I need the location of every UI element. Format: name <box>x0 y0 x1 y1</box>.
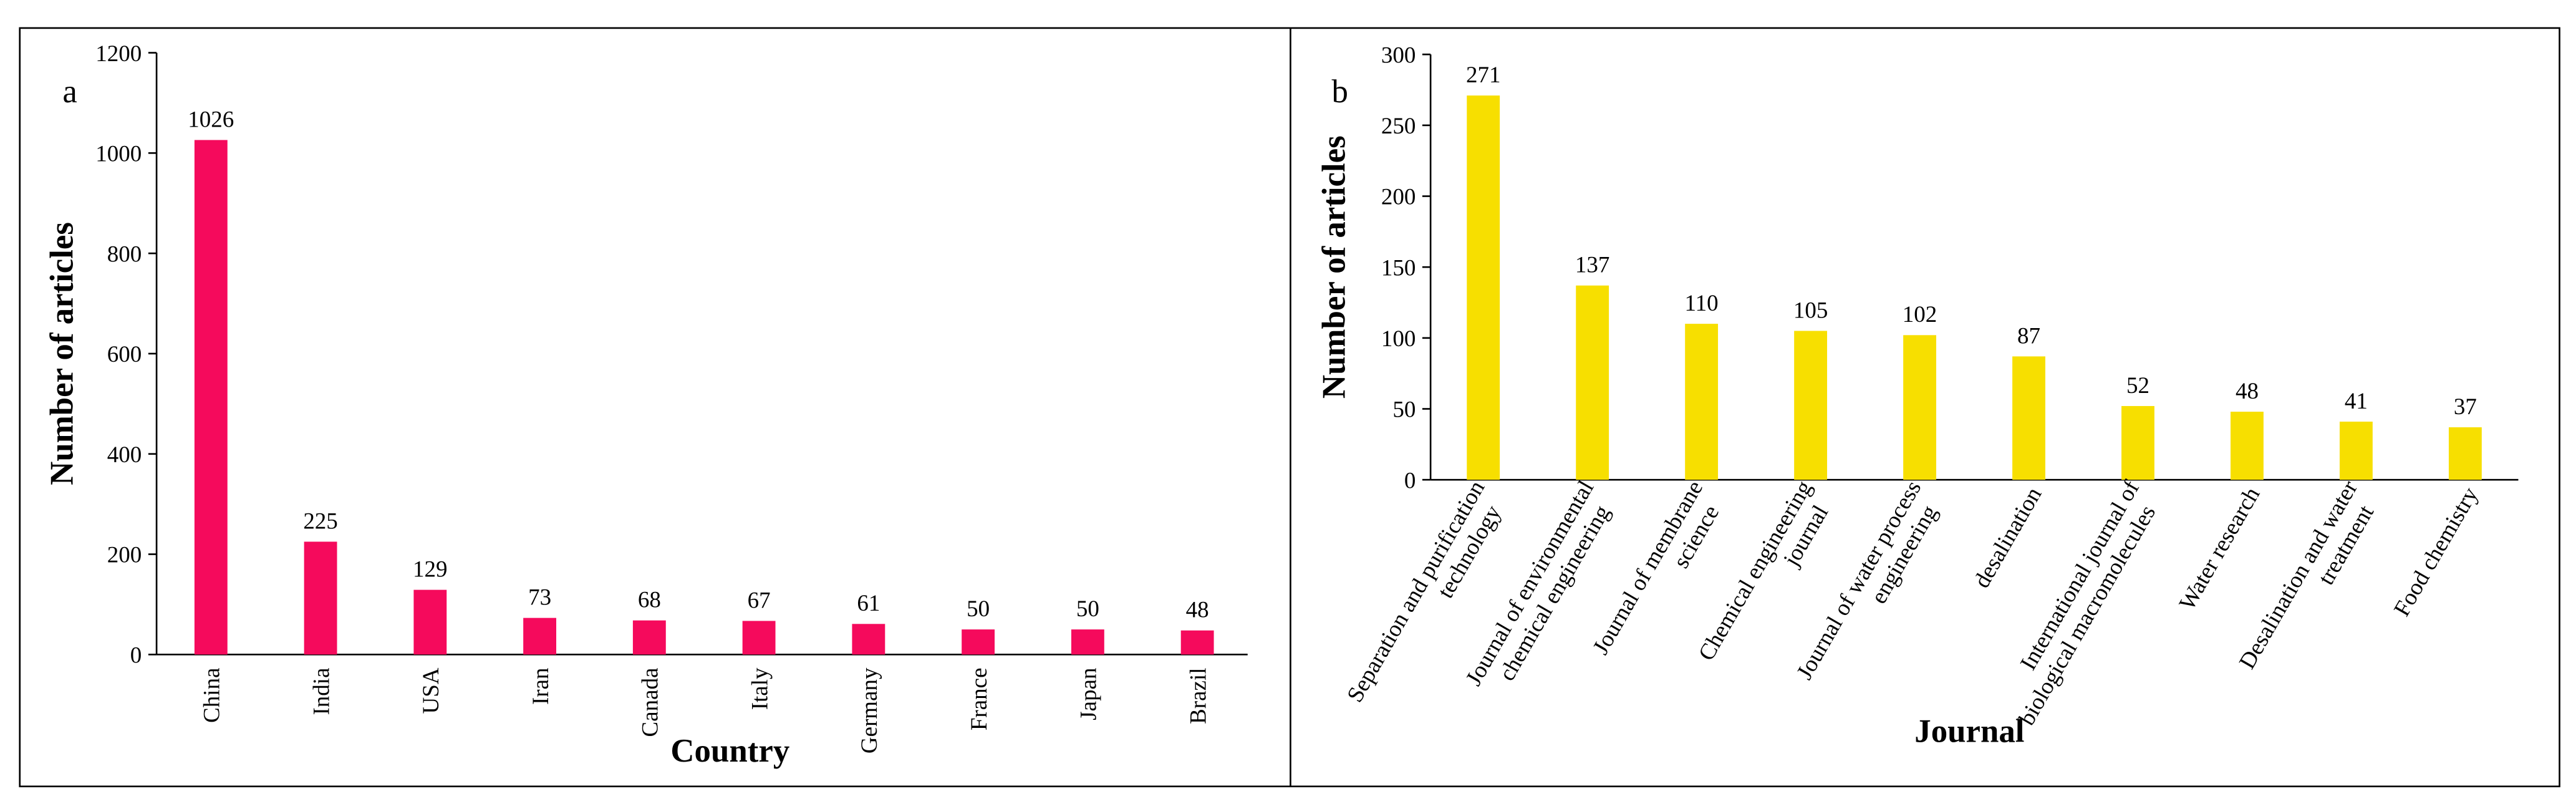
x-tick-label: Italy <box>747 667 773 710</box>
bar <box>304 541 337 655</box>
x-tick-label: Japan <box>1076 667 1102 720</box>
value-label: 37 <box>2454 394 2477 420</box>
value-label: 48 <box>1186 598 1209 623</box>
y-axis-title: Number of articles <box>44 222 80 485</box>
y-tick-label: 50 <box>1392 397 1416 423</box>
bar <box>742 621 776 655</box>
x-tick-label: desalination <box>1969 483 2047 592</box>
y-tick-label: 600 <box>107 342 142 367</box>
y-tick-label: 300 <box>1381 42 1416 68</box>
x-tick-label-line: Chemical engineering <box>1694 477 1817 666</box>
value-label: 73 <box>528 585 551 611</box>
y-tick-label: 1000 <box>95 142 142 167</box>
bar <box>1903 335 1936 480</box>
bar <box>962 629 995 655</box>
bar <box>1071 629 1104 655</box>
value-label: 50 <box>1076 596 1099 622</box>
y-tick-label: 800 <box>107 241 142 267</box>
bar <box>194 140 228 655</box>
value-label: 41 <box>2345 389 2368 414</box>
y-tick-label: 400 <box>107 442 142 468</box>
y-axis-title: Number of articles <box>1316 135 1353 399</box>
value-label: 137 <box>1575 253 1609 278</box>
bar <box>2012 356 2045 480</box>
y-tick-label: 250 <box>1381 114 1416 139</box>
x-tick-label: USA <box>418 667 444 714</box>
value-label: 67 <box>748 588 771 613</box>
bar <box>2339 421 2373 480</box>
x-axis-title: Journal <box>1914 713 2024 749</box>
bar <box>632 620 666 655</box>
value-label: 105 <box>1793 298 1828 323</box>
x-tick-label: Germany <box>857 667 882 753</box>
bar <box>2448 427 2482 480</box>
value-label: 50 <box>967 596 990 622</box>
value-label: 129 <box>413 556 447 582</box>
bar <box>2121 405 2154 480</box>
x-tick-label: Canada <box>638 667 663 737</box>
value-label: 225 <box>303 508 337 534</box>
bar <box>852 624 885 655</box>
x-tick-label: Food chemistry <box>2389 483 2483 621</box>
value-label: 52 <box>2126 373 2149 399</box>
value-label: 102 <box>1903 302 1937 327</box>
panel-label: b <box>1332 74 1348 110</box>
y-tick-label: 150 <box>1381 255 1416 281</box>
value-label: 48 <box>2236 379 2259 404</box>
x-tick-label: Iran <box>528 667 554 705</box>
y-tick-label: 0 <box>130 643 142 669</box>
frame <box>19 27 2560 788</box>
y-tick-label: 100 <box>1381 326 1416 352</box>
x-tick-label: Separation and purificationtechnology <box>1342 477 1513 720</box>
x-tick-label: Water research <box>2174 483 2265 614</box>
x-tick-label: France <box>967 667 992 730</box>
bar <box>523 618 557 655</box>
panel-label: a <box>62 74 77 110</box>
value-label: 87 <box>2017 323 2040 349</box>
x-tick-label: China <box>200 667 225 722</box>
bar <box>413 589 447 655</box>
x-tick-label: India <box>309 667 334 715</box>
bar <box>1685 324 1719 480</box>
y-tick-label: 200 <box>107 543 142 568</box>
y-tick-label: 1200 <box>95 41 142 67</box>
value-label: 110 <box>1685 291 1719 316</box>
value-label: 1026 <box>188 107 234 132</box>
value-label: 68 <box>638 588 661 613</box>
bar <box>1180 630 1214 655</box>
x-axis-title: Country <box>670 733 789 769</box>
y-tick-label: 200 <box>1381 185 1416 210</box>
bar <box>1467 95 1500 480</box>
bar <box>1794 331 1828 480</box>
bar <box>2231 412 2264 480</box>
y-tick-label: 0 <box>1404 468 1416 493</box>
value-label: 61 <box>857 591 880 616</box>
value-label: 271 <box>1466 62 1500 88</box>
bar <box>1576 285 1609 480</box>
x-tick-label: Brazil <box>1185 667 1211 724</box>
